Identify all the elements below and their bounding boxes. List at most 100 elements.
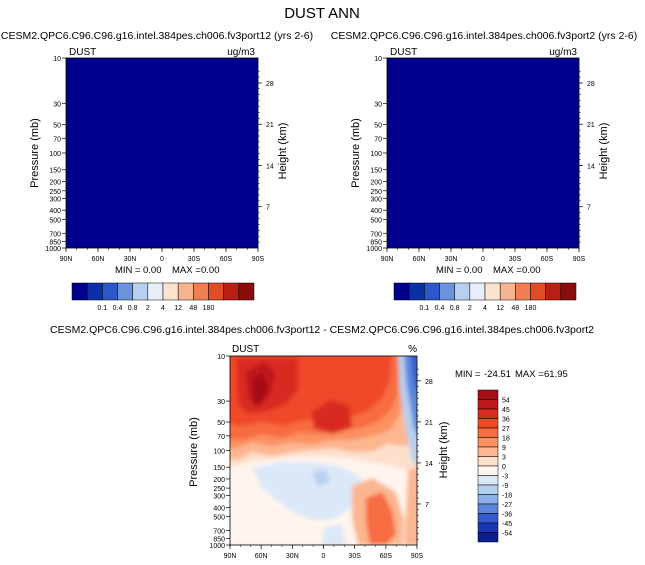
y-tick-label: 1000 [366, 246, 382, 253]
panel-3-y-axis-right-label: Height (km) [438, 422, 450, 479]
colorbar-swatch [560, 282, 577, 301]
y-tick-label: 100 [213, 449, 225, 456]
x-tick-label: 60S [541, 256, 554, 263]
panel-1-min-value: 0.00 [143, 265, 162, 276]
panel-1: CESM2.QPC6.C96.C96.g16.intel.384pes.ch00… [1, 30, 313, 312]
y-tick-label: 150 [213, 465, 225, 472]
colorbar-swatch [477, 408, 499, 419]
y-tick-label: 30 [53, 101, 61, 108]
colorbar-label: 27 [502, 426, 510, 433]
colorbar-swatch [208, 282, 224, 301]
y-tick-label: 50 [374, 122, 382, 129]
colorbar-label: 4 [161, 305, 165, 312]
panel-2-y-axis-right-label: Height (km) [598, 123, 610, 180]
y-tick-label: 10 [374, 56, 382, 63]
colorbar-label: 54 [502, 398, 510, 405]
height-tick-label: 14 [587, 163, 595, 170]
colorbar-swatch [477, 427, 499, 438]
panel-1-variable-label: DUST [69, 47, 96, 58]
panel-3-x-ticks: 90N 60N 30N 0 30S 60S 90S [224, 545, 424, 560]
x-tick-label: 30N [445, 256, 458, 263]
contour-band-orange-low-inner [366, 492, 396, 545]
y-tick-label: 70 [374, 136, 382, 143]
x-tick-label: 0 [160, 256, 164, 263]
contour-band-0-to-minus3 [252, 462, 364, 520]
y-tick-label: 70 [217, 434, 225, 441]
colorbar-label: 9 [502, 445, 506, 452]
colorbar-swatch [86, 282, 103, 301]
y-tick-label: 300 [49, 196, 61, 203]
contour-band-minus3-to-minus9 [312, 470, 330, 486]
colorbar-label: 48 [189, 305, 197, 312]
colorbar-label: 3 [502, 455, 506, 462]
x-tick-label: 30N [124, 256, 137, 263]
y-tick-label: 400 [370, 208, 382, 215]
height-tick-label: 14 [266, 163, 274, 170]
panel-3-title: CESM2.QPC6.C96.C96.g16.intel.384pes.ch00… [50, 324, 594, 336]
x-tick-label: 90N [224, 553, 237, 560]
colorbar-label: -27 [502, 502, 512, 509]
x-tick-label: 30S [188, 256, 201, 263]
y-tick-label: 250 [213, 486, 225, 493]
colorbar-swatch [162, 282, 179, 301]
panel-2-max-label: MAX = [493, 265, 522, 276]
y-tick-label: 10 [53, 56, 61, 63]
panel-2-y-ticks-right: 28 21 14 7 [579, 70, 595, 243]
contour-band-right-warm [404, 467, 417, 545]
colorbar-label: 0.1 [419, 305, 429, 312]
y-tick-label: 1000 [209, 543, 225, 550]
panel-1-stats: MIN = 0.00 MAX = 0.00 [115, 265, 220, 276]
x-tick-label: 0 [481, 256, 485, 263]
y-tick-label: 200 [49, 180, 61, 187]
y-tick-label: 100 [370, 151, 382, 158]
height-tick-label: 7 [425, 502, 429, 509]
colorbar-swatch [393, 282, 410, 301]
colorbar-swatch [177, 282, 194, 301]
colorbar-label: -18 [502, 493, 512, 500]
x-tick-label: 60S [380, 553, 393, 560]
y-tick-label: 1000 [45, 246, 61, 253]
contour-band-above-54 [252, 372, 268, 404]
colorbar-label: 4 [483, 305, 487, 312]
colorbar-swatch [477, 389, 499, 400]
colorbar-swatch [132, 282, 149, 301]
colorbar-swatch [499, 282, 516, 301]
y-tick-label: 300 [370, 196, 382, 203]
y-tick-label: 700 [49, 231, 61, 238]
panel-3-y-ticks-right: 28 21 14 7 [417, 368, 433, 540]
colorbar-swatch [477, 513, 499, 524]
colorbar-swatch [477, 494, 499, 505]
colorbar-swatch [477, 532, 499, 543]
contour-band-0-to-minus3-b [322, 524, 346, 545]
colorbar-label: 2 [146, 305, 150, 312]
colorbar-swatch [238, 282, 255, 301]
colorbar-label: 0 [502, 464, 506, 471]
colorbar-swatch [477, 456, 499, 467]
y-tick-label: 400 [49, 208, 61, 215]
y-tick-label: 50 [53, 122, 61, 129]
panel-2-max-value: 0.00 [522, 265, 541, 276]
panel-1-x-ticks: 90N 60N 30N 0 30S 60S 90S [60, 248, 265, 263]
panel-2-x-ticks: 90N 60N 30N 0 30S 60S 90S [381, 248, 586, 263]
colorbar-label: 36 [502, 417, 510, 424]
colorbar-label: 12 [174, 305, 182, 312]
height-tick-label: 21 [425, 420, 433, 427]
y-tick-label: 150 [370, 168, 382, 175]
height-tick-label: 21 [266, 122, 274, 129]
contour-band-36-45-b [312, 400, 352, 434]
colorbar-label: 0.8 [450, 305, 460, 312]
y-tick-label: 850 [49, 239, 61, 246]
colorbar-swatch [477, 399, 499, 410]
y-tick-label: 30 [217, 399, 225, 406]
height-tick-label: 21 [587, 122, 595, 129]
colorbar-swatch [477, 484, 499, 495]
colorbar-label: 180 [525, 305, 537, 312]
y-tick-label: 300 [213, 494, 225, 501]
y-tick-label: 700 [213, 528, 225, 535]
colorbar-label: -45 [502, 521, 512, 528]
colorbar-swatch [477, 418, 499, 429]
colorbar-label: -36 [502, 512, 512, 519]
colorbar-swatch [530, 282, 546, 301]
